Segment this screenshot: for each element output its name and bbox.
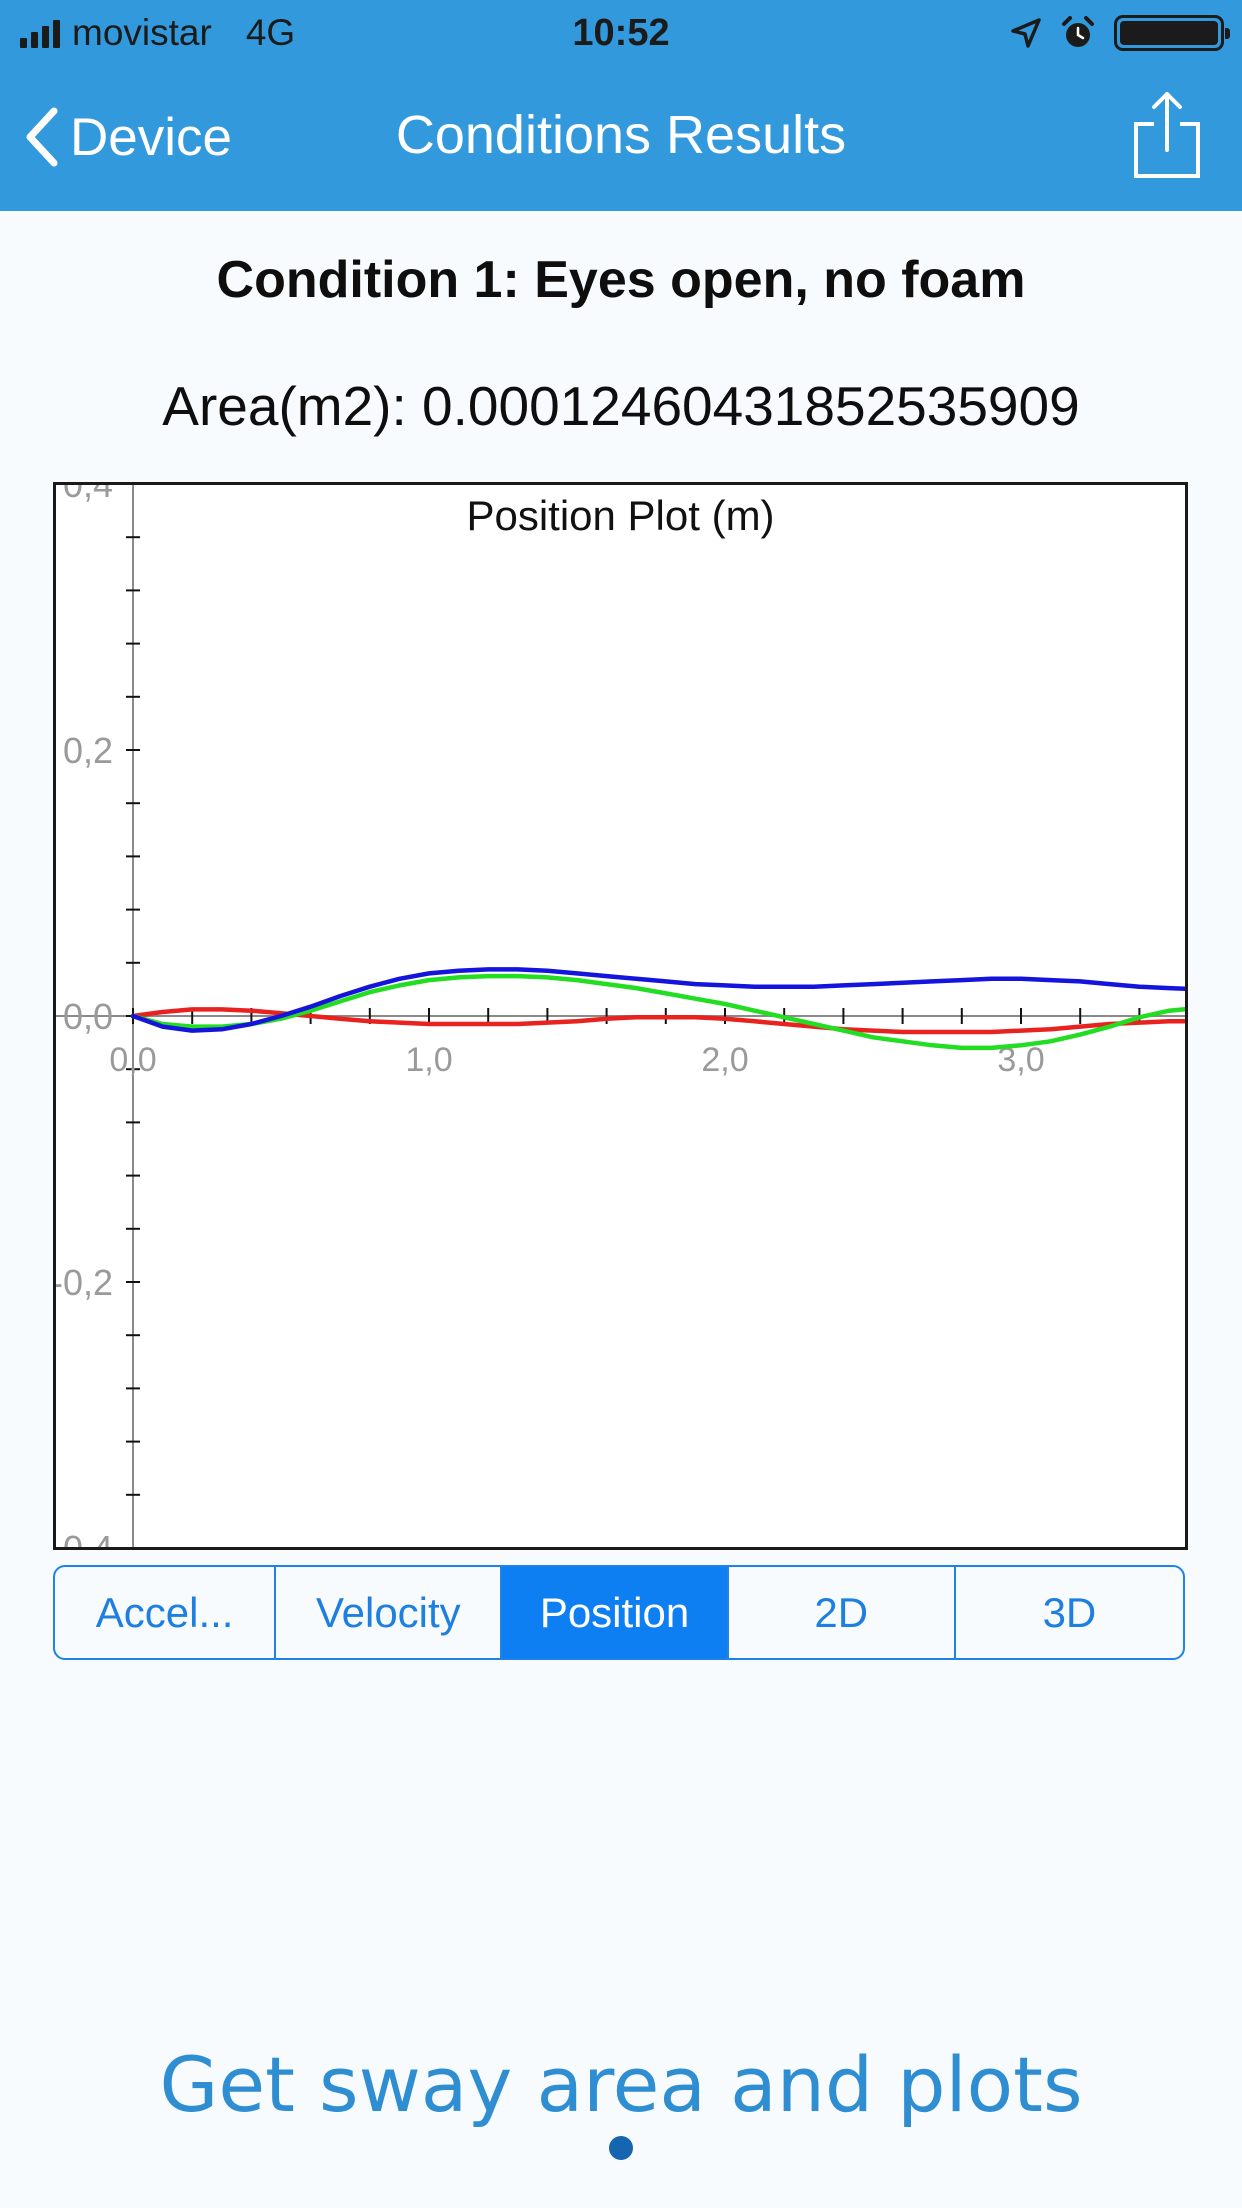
series-line-1	[130, 973, 1185, 1051]
page-indicator-dot	[609, 2136, 633, 2160]
share-icon	[1134, 92, 1200, 178]
y-tick-label: 0,4	[63, 485, 113, 505]
x-tick-label: 0,0	[109, 1041, 156, 1079]
share-button[interactable]	[1132, 90, 1202, 180]
status-time: 10:52	[572, 12, 670, 54]
battery-icon	[1114, 15, 1230, 51]
network-type: 4G	[245, 12, 296, 53]
series-line-0	[130, 1007, 1185, 1035]
area-value: Area(m2): 0.000124604318525359​09	[162, 375, 1080, 437]
y-tick-label: 0,0	[63, 996, 113, 1037]
plot-type-segmented-control: Accel... Velocity Position 2D 3D	[53, 1565, 1185, 1660]
segment-velocity[interactable]: Velocity	[276, 1567, 503, 1658]
segment-position[interactable]: Position	[502, 1567, 729, 1658]
status-right	[1010, 10, 1230, 56]
segment-2d[interactable]: 2D	[729, 1567, 956, 1658]
navigation-bar: Device Conditions Results	[0, 66, 1242, 211]
x-tick-label: 2,0	[701, 1041, 748, 1079]
location-arrow-icon	[1011, 18, 1041, 48]
status-bar: movistar 4G 10:52	[0, 0, 1242, 66]
status-left: movistar 4G	[20, 8, 295, 58]
header-bar: movistar 4G 10:52 Device Conditions Resu…	[0, 0, 1242, 211]
y-tick-label: -0,2	[56, 1262, 113, 1303]
cellular-signal-icon	[20, 18, 60, 48]
segment-accel[interactable]: Accel...	[55, 1567, 277, 1658]
chart-title: Position Plot (m)	[466, 492, 774, 539]
back-button-label: Device	[70, 107, 233, 167]
back-button[interactable]: Device	[24, 104, 232, 170]
segment-3d[interactable]: 3D	[1042, 1588, 1097, 1636]
y-tick-label: -0,4	[56, 1528, 113, 1547]
carrier-name: movistar	[72, 12, 212, 53]
promo-caption: Get sway area and plots	[159, 2040, 1083, 2129]
y-tick-label: 0,2	[63, 730, 113, 771]
series-line-2	[130, 967, 1185, 1033]
condition-title: Condition 1: Eyes open, no foam	[216, 251, 1026, 309]
chevron-left-icon	[26, 107, 58, 167]
alarm-clock-icon	[1062, 16, 1094, 47]
x-tick-label: 1,0	[405, 1041, 452, 1079]
